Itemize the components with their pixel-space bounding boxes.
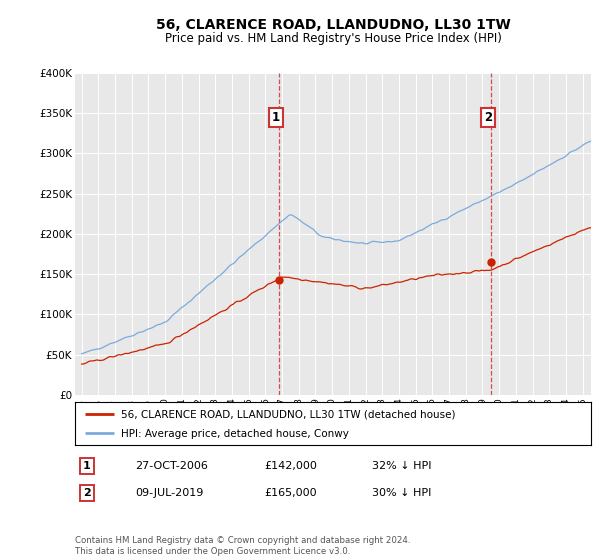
Text: 1: 1 <box>272 110 280 124</box>
Text: £165,000: £165,000 <box>264 488 317 498</box>
Text: 56, CLARENCE ROAD, LLANDUDNO, LL30 1TW (detached house): 56, CLARENCE ROAD, LLANDUDNO, LL30 1TW (… <box>121 409 456 419</box>
Text: 27-OCT-2006: 27-OCT-2006 <box>135 461 208 471</box>
Text: 2: 2 <box>484 110 492 124</box>
Text: 1: 1 <box>83 461 91 471</box>
Text: £142,000: £142,000 <box>264 461 317 471</box>
Text: 56, CLARENCE ROAD, LLANDUDNO, LL30 1TW: 56, CLARENCE ROAD, LLANDUDNO, LL30 1TW <box>155 18 511 32</box>
Text: 30% ↓ HPI: 30% ↓ HPI <box>372 488 431 498</box>
Text: 32% ↓ HPI: 32% ↓ HPI <box>372 461 431 471</box>
Text: Price paid vs. HM Land Registry's House Price Index (HPI): Price paid vs. HM Land Registry's House … <box>164 31 502 45</box>
Text: 09-JUL-2019: 09-JUL-2019 <box>135 488 203 498</box>
Text: 2: 2 <box>83 488 91 498</box>
Text: Contains HM Land Registry data © Crown copyright and database right 2024.
This d: Contains HM Land Registry data © Crown c… <box>75 536 410 556</box>
Text: HPI: Average price, detached house, Conwy: HPI: Average price, detached house, Conw… <box>121 430 349 439</box>
